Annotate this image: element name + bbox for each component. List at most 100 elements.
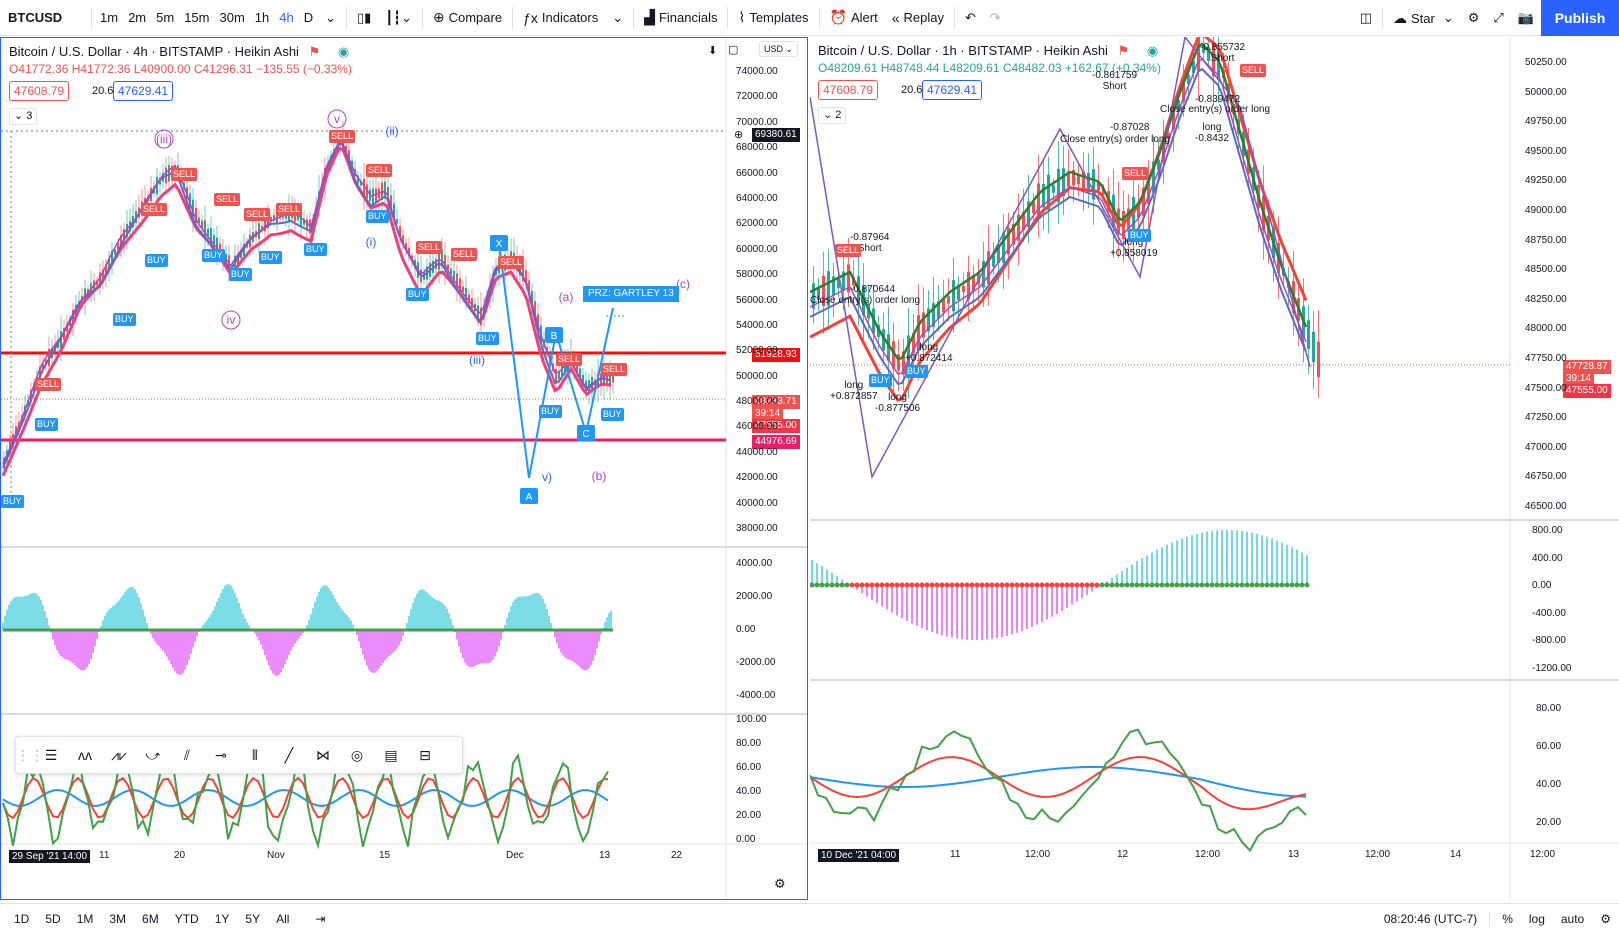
right-chart-pane[interactable]: Bitcoin / U.S. Dollar · 1h · BITSTAMP · …: [810, 37, 1619, 900]
auto-toggle[interactable]: auto: [1560, 912, 1585, 926]
bar-style-icon[interactable]: ▯▮: [357, 9, 372, 25]
interval-4h[interactable]: 4h: [279, 10, 294, 25]
ma-slow-line: [1, 146, 612, 477]
indicators-button[interactable]: ƒx Indicators: [523, 9, 599, 26]
timezone-clock[interactable]: 08:20:46 (UTC-7): [1383, 912, 1478, 926]
abc-pattern-icon[interactable]: ᴧᴧ: [78, 747, 92, 763]
interval-dropdown[interactable]: ⌄: [325, 9, 337, 25]
currency-select[interactable]: USD ⌄: [759, 41, 799, 57]
interval-1m[interactable]: 1m: [100, 10, 119, 25]
range-icon[interactable]: ⊟: [419, 746, 431, 763]
range-1m[interactable]: 1M: [76, 911, 94, 926]
channel-icon[interactable]: ⫽: [183, 746, 191, 763]
settings-button[interactable]: ⚙: [1461, 0, 1487, 36]
interval-D[interactable]: D: [303, 10, 314, 25]
elliott-wave-icon[interactable]: ⩘⩗: [111, 746, 127, 763]
snapshot-button[interactable]: 📷: [1511, 0, 1541, 36]
pattern-point-marker: [577, 425, 595, 441]
osc-dot: [1089, 582, 1095, 588]
price-axis-label: 58000.00: [736, 269, 778, 281]
scroll-down-icon[interactable]: ⬇: [708, 45, 718, 57]
interval-30m[interactable]: 30m: [219, 10, 245, 25]
right-bid-box[interactable]: 47608.79: [818, 80, 879, 100]
candle: [192, 199, 194, 217]
candle: [1072, 169, 1075, 186]
interval-5m[interactable]: 5m: [156, 10, 175, 25]
interval-2m[interactable]: 2m: [128, 10, 147, 25]
pattern-point-marker: [545, 327, 563, 343]
osc-dot: [1244, 582, 1250, 588]
range-5y[interactable]: 5Y: [245, 911, 261, 926]
range-1d[interactable]: 1D: [14, 911, 30, 926]
star-button[interactable]: ☁ Star ⌄: [1393, 9, 1454, 26]
maximize-icon[interactable]: ▢: [728, 44, 739, 56]
sell-signal: SELL: [498, 256, 525, 269]
price-axis-label: 40000.00: [736, 497, 778, 509]
wave-label: (c): [676, 277, 690, 291]
right-collapse-toggle[interactable]: ⌄ 2: [818, 107, 847, 124]
right-ask-box[interactable]: 47629.41: [922, 80, 983, 100]
fib-icon[interactable]: ☰: [44, 746, 58, 763]
path-icon[interactable]: ⤻: [145, 746, 161, 763]
candle: [1182, 81, 1185, 103]
time-axis-label: 12:00: [1365, 849, 1391, 860]
vertical-lines-icon[interactable]: ⦀: [251, 746, 259, 763]
right-chart-canvas[interactable]: [810, 37, 1619, 900]
left-chart-canvas[interactable]: A B X C (a) (b) (c) (iii) iv v (ii) (i) (iii) v): [1, 38, 808, 900]
range-3m[interactable]: 3M: [109, 911, 127, 926]
undo-button[interactable]: ↶: [958, 0, 983, 36]
symbol-search[interactable]: BTCUSD: [8, 10, 63, 25]
percent-toggle[interactable]: %: [1502, 912, 1513, 926]
xabcd-pattern-icon[interactable]: ⋈: [316, 746, 330, 763]
cloud-icon: ☁: [1393, 9, 1407, 26]
range-6m[interactable]: 6M: [142, 911, 159, 926]
buy-signal: BUY: [113, 313, 136, 326]
alert-button[interactable]: ⏰ Alert: [829, 9, 878, 25]
candle: [114, 249, 116, 255]
range-1y[interactable]: 1Y: [214, 911, 230, 926]
replay-button[interactable]: «Replay: [891, 9, 944, 26]
publish-button[interactable]: Publish: [1541, 0, 1619, 36]
templates-button[interactable]: ⌇ Templates: [738, 9, 809, 25]
candle: [1037, 183, 1040, 219]
indicators-dropdown[interactable]: ⌄: [612, 9, 624, 25]
date-range-icon[interactable]: ⇥: [315, 911, 326, 926]
ma-fast-line: [2, 143, 612, 464]
settings-icon[interactable]: ⚙: [1600, 912, 1611, 926]
price-axis-label: 47250.00: [1525, 412, 1567, 424]
add-alert-icon[interactable]: ⊕: [734, 129, 744, 141]
candle-style-icon[interactable]: ┃┇⌄: [385, 9, 412, 25]
horizontal-ray-icon[interactable]: ⊸: [215, 746, 227, 763]
range-5d[interactable]: 5D: [45, 911, 61, 926]
log-toggle[interactable]: log: [1528, 912, 1545, 926]
range-ytd[interactable]: YTD: [174, 911, 199, 926]
osc-dot: [974, 582, 980, 588]
candle: [387, 186, 389, 196]
trade-note: -0.870644: [850, 284, 895, 295]
layout-button[interactable]: ◫: [1353, 0, 1379, 36]
left-ohlc: O41772.36 H41772.36 L40900.00 C41296.31 …: [9, 62, 352, 76]
left-bid-box[interactable]: 47608.79: [9, 81, 70, 101]
interval-1h[interactable]: 1h: [254, 10, 270, 25]
interval-15m[interactable]: 15m: [184, 10, 210, 25]
range-all[interactable]: All: [276, 911, 290, 926]
left-chart-pane[interactable]: A B X C (a) (b) (c) (iii) iv v (ii) (i) (iii) v) Bitc…: [0, 37, 808, 900]
spiral-icon[interactable]: ◎: [350, 746, 364, 763]
compare-button[interactable]: ⊕ Compare: [432, 9, 503, 25]
candle: [123, 229, 125, 241]
chart-settings-icon[interactable]: ⚙: [774, 876, 786, 891]
rsi-signal-line: [810, 766, 1307, 798]
redo-button[interactable]: ↷: [983, 0, 1008, 36]
candle: [827, 271, 830, 306]
left-collapse-toggle[interactable]: ⌄ 3: [9, 108, 38, 125]
left-ask-box[interactable]: 47629.41: [113, 81, 174, 101]
financials-button[interactable]: ▟ Financials: [644, 9, 718, 25]
rectangle-icon[interactable]: ▤: [384, 746, 398, 763]
drag-handle-icon[interactable]: ⋮⋮: [16, 746, 44, 763]
trend-line-icon[interactable]: ╱: [284, 746, 294, 763]
fullscreen-button[interactable]: ⤢: [1486, 0, 1510, 36]
osc-dot: [1179, 582, 1185, 588]
sell-signal: SELL: [1122, 167, 1149, 180]
left-title: Bitcoin / U.S. Dollar · 4h · BITSTAMP · …: [9, 44, 299, 59]
buy-signal: BUY: [366, 210, 389, 223]
